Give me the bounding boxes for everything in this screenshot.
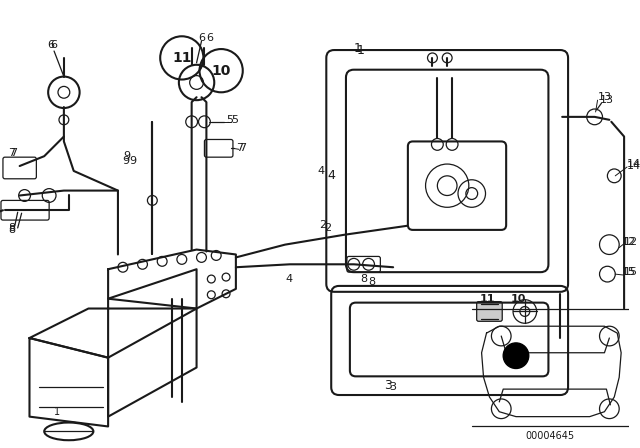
Text: 8: 8 bbox=[360, 274, 367, 284]
Text: 1: 1 bbox=[356, 43, 365, 56]
Text: 7: 7 bbox=[239, 143, 246, 153]
Text: 10: 10 bbox=[211, 64, 231, 78]
Text: 11: 11 bbox=[479, 294, 495, 304]
Text: 7: 7 bbox=[10, 148, 17, 158]
Text: 12: 12 bbox=[624, 237, 638, 247]
Text: 5: 5 bbox=[231, 115, 238, 125]
Text: 10: 10 bbox=[511, 294, 527, 304]
FancyBboxPatch shape bbox=[408, 142, 506, 230]
Text: 1: 1 bbox=[354, 42, 362, 55]
Text: 14: 14 bbox=[627, 161, 640, 171]
Text: 5: 5 bbox=[226, 115, 233, 125]
Text: 4: 4 bbox=[317, 166, 324, 176]
Text: 6: 6 bbox=[51, 40, 58, 50]
Text: 6: 6 bbox=[47, 40, 54, 50]
Text: 13: 13 bbox=[598, 92, 612, 102]
FancyBboxPatch shape bbox=[1, 200, 49, 220]
Text: 6: 6 bbox=[198, 33, 205, 43]
Text: 14: 14 bbox=[627, 159, 640, 169]
Text: 7: 7 bbox=[236, 143, 243, 153]
Text: 1: 1 bbox=[54, 407, 60, 417]
Text: 9: 9 bbox=[123, 156, 130, 166]
Text: 3: 3 bbox=[384, 379, 392, 392]
Text: 6: 6 bbox=[206, 33, 213, 43]
Text: 4: 4 bbox=[285, 274, 292, 284]
FancyBboxPatch shape bbox=[204, 139, 233, 157]
Text: 9: 9 bbox=[124, 151, 131, 161]
Text: 7: 7 bbox=[8, 148, 15, 158]
Text: 15: 15 bbox=[622, 267, 636, 277]
Text: 11: 11 bbox=[172, 51, 191, 65]
FancyBboxPatch shape bbox=[477, 302, 502, 321]
Text: 12: 12 bbox=[622, 237, 636, 247]
Text: 9: 9 bbox=[129, 156, 136, 166]
FancyBboxPatch shape bbox=[347, 256, 380, 272]
Text: 13: 13 bbox=[600, 95, 614, 105]
Text: 15: 15 bbox=[624, 267, 638, 277]
FancyBboxPatch shape bbox=[3, 157, 36, 179]
Circle shape bbox=[503, 343, 529, 368]
Text: 00004645: 00004645 bbox=[526, 431, 575, 441]
Text: 8: 8 bbox=[368, 277, 375, 287]
Text: 2: 2 bbox=[319, 220, 326, 230]
Text: 2: 2 bbox=[324, 223, 332, 233]
Text: 8: 8 bbox=[8, 223, 15, 233]
Text: 3: 3 bbox=[390, 382, 397, 392]
Text: 8: 8 bbox=[8, 225, 15, 235]
Text: 4: 4 bbox=[327, 169, 335, 182]
